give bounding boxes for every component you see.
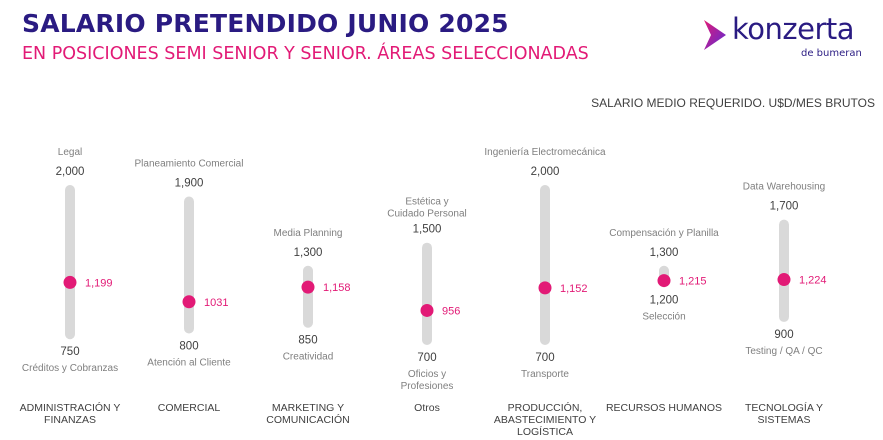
mean-marker [63, 275, 77, 289]
max-value-label: 1,700 [770, 201, 799, 213]
konzerta-logo: konzerta de bumeran [702, 12, 872, 72]
page-subtitle: EN POSICIONES SEMI SENIOR Y SENIOR. ÁREA… [22, 44, 589, 64]
logo-tagline: de bumeran [801, 48, 862, 59]
category-label: ABASTECIMIENTO Y [494, 414, 596, 426]
unit-label: SALARIO MEDIO REQUERIDO. U$D/MES BRUTOS [591, 96, 875, 110]
bottom-role-label: Creatividad [283, 352, 334, 363]
top-role-label: Media Planning [274, 228, 343, 239]
top-role-label: Estética y [405, 197, 448, 208]
max-value-label: 1,900 [175, 178, 204, 190]
top-role-label: Data Warehousing [743, 182, 825, 193]
mean-marker [420, 303, 434, 317]
min-value-label: 900 [774, 329, 793, 341]
category-label: LOGÍSTICA [517, 425, 573, 438]
max-value-label: 1,500 [413, 224, 442, 236]
top-role-label: Ingeniería Electromecánica [484, 147, 606, 158]
mean-value-label: 1,215 [679, 276, 707, 288]
mean-marker [182, 295, 196, 309]
min-value-label: 800 [179, 340, 198, 352]
category-label: COMUNICACIÓN [266, 413, 349, 426]
category-label: SISTEMAS [757, 414, 810, 426]
mean-value-label: 1,224 [799, 275, 827, 287]
max-value-label: 2,000 [531, 166, 560, 178]
category-label: PRODUCCIÓN, [508, 401, 583, 414]
bottom-role-label: Transporte [521, 369, 569, 380]
mean-marker [301, 280, 315, 294]
min-value-label: 700 [417, 352, 436, 364]
max-value-label: 1,300 [294, 247, 323, 259]
category-label: COMERCIAL [158, 402, 221, 414]
category-label: FINANZAS [44, 414, 96, 426]
category-label: Otros [414, 402, 440, 414]
category-label: RECURSOS HUMANOS [606, 402, 722, 414]
konzerta-chevron-icon [704, 20, 726, 50]
top-role-label: Planeamiento Comercial [135, 159, 244, 170]
mean-value-label: 1,152 [560, 283, 588, 295]
mean-marker [777, 273, 791, 287]
category-label: MARKETING Y [272, 402, 344, 414]
min-value-label: 700 [535, 352, 554, 364]
top-role-label: Compensación y Planilla [609, 228, 719, 239]
bottom-role-label: Créditos y Cobranzas [22, 363, 118, 374]
min-value-label: 850 [298, 335, 317, 347]
mean-marker [657, 274, 671, 288]
min-value-label: 750 [60, 346, 79, 358]
category-label: ADMINISTRACIÓN Y [20, 401, 121, 414]
category-label: TECNOLOGÍA Y [745, 401, 823, 414]
bottom-role-label: Atención al Cliente [147, 357, 231, 368]
max-value-label: 2,000 [56, 166, 85, 178]
max-value-label: 1,300 [650, 247, 679, 259]
top-role-label: Legal [58, 147, 82, 158]
logo-wordmark: konzerta [732, 12, 855, 46]
page-title: SALARIO PRETENDIDO JUNIO 2025 [22, 9, 509, 38]
mean-value-label: 1,199 [85, 277, 113, 289]
bottom-role-label: Oficios y [408, 369, 446, 380]
top-role-label: Cuidado Personal [387, 209, 467, 220]
mean-value-label: 1,158 [323, 282, 351, 294]
bottom-role-label: Selección [642, 311, 685, 322]
mean-marker [538, 281, 552, 295]
bottom-role-label: Testing / QA / QC [745, 346, 822, 357]
bottom-role-label: Profesiones [401, 381, 454, 392]
mean-value-label: 1031 [204, 297, 228, 309]
mean-value-label: 956 [442, 305, 460, 317]
min-value-label: 1,200 [650, 294, 679, 306]
